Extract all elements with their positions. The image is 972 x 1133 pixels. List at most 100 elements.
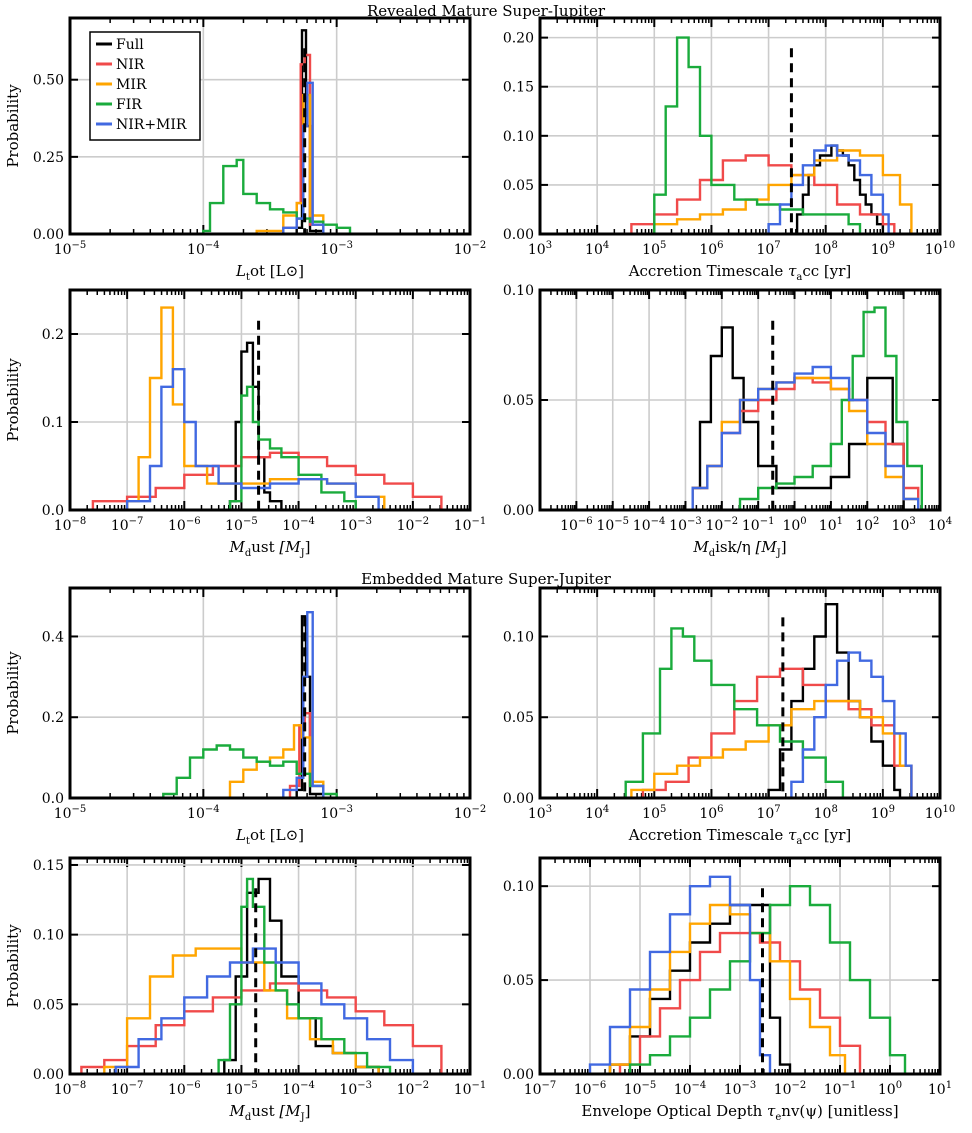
y-tick-label: 0.0 (42, 791, 64, 807)
legend-label: FIR (116, 97, 142, 113)
y-tick-label: 0.0 (42, 503, 64, 519)
series-nir (91, 451, 443, 510)
panel-e-ltot: 10−5 10−4 10−3 10−2 0.0 0.2 0.4 Ltot [L⊙] Probab… (4, 586, 487, 847)
x-tick-label: 104 (928, 516, 952, 534)
x-tick-label: 108 (814, 804, 838, 822)
x-tick-label: 10−1 (742, 516, 775, 534)
legend-box (89, 31, 201, 141)
axes-frame (68, 856, 472, 1076)
x-tick-label: 10−5 (54, 240, 87, 258)
x-axis-label: Mdust [MJ] (228, 538, 310, 559)
x-tick-label: 100 (878, 1080, 902, 1098)
x-axis-label: Ltot [L⊙] (235, 826, 304, 847)
axes-frame (68, 288, 472, 512)
y-tick-label: 0.05 (503, 710, 534, 726)
axes-frame (538, 288, 942, 512)
panel-r-tacc: 103 104 105 106 107 108 109 1010 0.00 0.05 0.10 0.1… (503, 16, 955, 283)
y-tick-label: 0.50 (33, 73, 64, 89)
x-tick-label: 10−5 (54, 804, 87, 822)
x-tick-label: 10−4 (187, 804, 220, 822)
y-tick-label: 0.2 (42, 327, 64, 343)
x-tick-label: 10−4 (633, 516, 666, 534)
x-tick-label: 10−5 (225, 516, 258, 534)
series-full (608, 903, 792, 1074)
series-nir (630, 154, 896, 234)
x-tick-label: 10−4 (187, 240, 220, 258)
x-tick-label: 10−5 (624, 1080, 657, 1098)
x-tick-label: 10−6 (168, 1080, 201, 1098)
x-tick-label: 10−2 (706, 516, 739, 534)
y-tick-label: 0.4 (42, 629, 64, 645)
y-tick-label: 0.05 (503, 973, 534, 989)
series-nir-mir (790, 651, 913, 798)
x-tick-label: 109 (871, 804, 895, 822)
x-tick-label: 10−7 (111, 516, 144, 534)
x-tick-label: 10−7 (111, 1080, 144, 1098)
x-axis-label: Accretion Timescale τacc [yr] (628, 826, 852, 847)
section-title-revealed: Revealed Mature Super-Jupiter (366, 2, 606, 20)
series-nir-mir (270, 611, 325, 800)
x-tick-label: 10−2 (454, 804, 487, 822)
axes-frame (538, 586, 942, 800)
panel-r-mdust: 10−8 10−7 10−6 10−5 10−4 10−3 10−2 10−1 0.0 0.1 0.… (4, 288, 487, 559)
x-tick-label: 100 (782, 516, 806, 534)
x-tick-label: 104 (585, 240, 609, 258)
x-tick-label: 108 (814, 240, 838, 258)
x-tick-label: 101 (819, 516, 843, 534)
x-tick-label: 10−3 (339, 1080, 372, 1098)
x-tick-label: 10−1 (454, 516, 487, 534)
x-tick-label: 107 (756, 240, 780, 258)
y-tick-label: 0.05 (33, 997, 64, 1013)
legend-label: Full (116, 37, 144, 53)
x-tick-label: 10−5 (596, 516, 629, 534)
series-fir (162, 744, 338, 798)
x-tick-label: 10−6 (560, 516, 593, 534)
x-tick-label: 103 (892, 516, 916, 534)
series-fir (628, 885, 907, 1074)
series-full (691, 326, 905, 510)
x-tick-label: 10−6 (574, 1080, 607, 1098)
series-nir-mir (114, 947, 415, 1074)
x-axis-label: Mdisk/η [MJ] (692, 538, 786, 559)
y-tick-label: 0.10 (503, 629, 534, 645)
series-fir (202, 158, 352, 234)
x-tick-label: 10−3 (669, 516, 702, 534)
y-tick-label: 0.05 (503, 178, 534, 194)
y-tick-label: 0.1 (42, 415, 64, 431)
x-tick-label: 105 (642, 804, 666, 822)
x-tick-label: 105 (642, 240, 666, 258)
x-tick-label: 10−3 (724, 1080, 757, 1098)
legend: Full NIR MIR FIR NIR+MIR (89, 31, 201, 141)
series-full (228, 341, 283, 510)
x-tick-label: 10−2 (774, 1080, 807, 1098)
y-tick-label: 0.00 (503, 227, 534, 243)
y-tick-label: 0.25 (33, 150, 64, 166)
x-tick-label: 103 (528, 804, 552, 822)
x-tick-label: 101 (928, 1080, 952, 1098)
y-tick-label: 0.15 (503, 80, 534, 96)
series-mir (608, 903, 847, 1074)
x-tick-label: 102 (855, 516, 879, 534)
x-tick-label: 106 (699, 804, 723, 822)
x-axis-label: Accretion Timescale τacc [yr] (628, 262, 852, 283)
series-nir (641, 667, 913, 798)
y-tick-label: 0.00 (33, 1067, 64, 1083)
x-tick-label: 10−1 (454, 1080, 487, 1098)
legend-label: NIR+MIR (116, 117, 187, 133)
x-tick-label: 10−2 (397, 516, 430, 534)
x-tick-label: 10−8 (54, 516, 87, 534)
legend-label: NIR (116, 57, 145, 73)
section-title-embedded: Embedded Mature Super-Jupiter (361, 570, 611, 588)
y-axis-label: Probability (4, 651, 22, 735)
y-tick-label: 0.00 (503, 503, 534, 519)
y-tick-label: 0.05 (503, 393, 534, 409)
panel-e-tacc: 103 104 105 106 107 108 109 1010 0.00 0.05 0.10 Acc… (503, 586, 955, 847)
x-tick-label: 104 (585, 804, 609, 822)
legend-label: MIR (116, 77, 147, 93)
x-tick-label: 10−4 (282, 516, 315, 534)
axes-frame (68, 586, 472, 800)
axes-frame (538, 856, 942, 1076)
series-nir-mir (691, 365, 920, 510)
x-tick-label: 103 (528, 240, 552, 258)
